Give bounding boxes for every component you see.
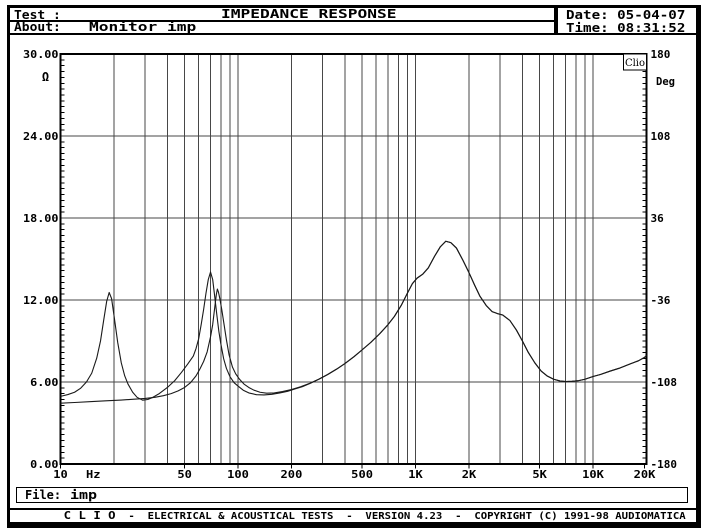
- clio-watermark-label: Clio: [625, 58, 645, 69]
- about-value: Monitor imp: [89, 20, 197, 35]
- footer-info: - ELECTRICAL & ACOUSTICAL TESTS - VERSIO…: [115, 511, 687, 523]
- y-left-tick-label: 12.00: [23, 294, 59, 307]
- y-left-tick-label: 0.00: [30, 458, 58, 471]
- y-left-tick-label: 6.00: [30, 376, 58, 389]
- file-bar: File: imp: [16, 487, 688, 503]
- header-date-time-box: [558, 8, 696, 35]
- y-right-tick-label: -36: [651, 294, 671, 307]
- about-label: About:: [14, 20, 61, 35]
- x-axis-tick-label: 5K: [532, 468, 547, 481]
- y-right-tick-label: 36: [651, 212, 665, 225]
- x-axis-tick-label: 10K: [582, 468, 604, 481]
- y-right-tick-label: -180: [651, 458, 678, 471]
- y-left-tick-label: 30.00: [23, 48, 59, 61]
- impedance-magnitude-curve-2: [60, 240, 647, 404]
- x-axis-tick-label: 50: [177, 468, 192, 481]
- test-label: Test :: [14, 7, 61, 22]
- page-title: IMPEDANCE RESPONSE: [221, 7, 397, 22]
- header-row-separator: [10, 20, 554, 22]
- x-axis-unit-label: Hz: [86, 468, 101, 481]
- y-right-tick-label: -108: [651, 376, 678, 389]
- impedance-magnitude-curve-1: [60, 240, 647, 401]
- file-label: File:: [25, 488, 62, 502]
- y-right-tick-label: 180: [651, 48, 671, 61]
- date-value: Date: 05-04-07: [566, 8, 686, 23]
- x-axis-tick-label: 1K: [408, 468, 423, 481]
- y-left-tick-label: 18.00: [23, 212, 59, 225]
- footer-text: C L I O - ELECTRICAL & ACOUSTICAL TESTS …: [64, 510, 686, 522]
- plot-frame: [59, 53, 648, 465]
- footer-status-bar: C L I O - ELECTRICAL & ACOUSTICAL TESTS …: [10, 508, 696, 522]
- y-right-tick-label: 108: [651, 130, 671, 143]
- x-axis-tick-label: 20K: [634, 468, 656, 481]
- x-axis-tick-label: 2K: [462, 468, 477, 481]
- y-left-unit-label: Ω: [42, 70, 49, 84]
- clio-watermark-box: [622, 53, 648, 71]
- y-left-tick-label: 24.00: [23, 130, 59, 143]
- x-axis-tick-label: 100: [227, 468, 249, 481]
- time-value: Time: 08:31:52: [566, 21, 686, 35]
- y-right-unit-label: Deg: [656, 76, 675, 88]
- x-axis-tick-label: 500: [351, 468, 373, 481]
- file-value: imp: [70, 488, 98, 502]
- x-axis-tick-label: 10: [53, 468, 68, 481]
- footer-brand: C L I O: [63, 509, 116, 523]
- x-axis-tick-label: 200: [281, 468, 303, 481]
